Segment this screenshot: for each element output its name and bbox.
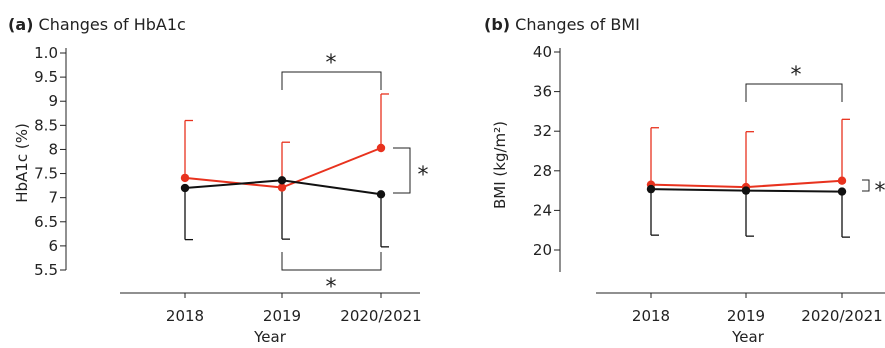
panel-b: (b) Changes of BMI BMI (kg/m²) Year 40 36… xyxy=(484,15,885,346)
panel-a-star-top: * xyxy=(326,51,337,76)
y-tick-label: 28 xyxy=(533,162,552,180)
y-tick-label: 6.5 xyxy=(34,213,58,231)
panel-b-ylabel: BMI (kg/m²) xyxy=(491,121,509,209)
panel-a-y-ticks: 1.0 9.5 9 8.5 8 7.5 7 6.5 6 5.5 xyxy=(34,44,66,279)
y-tick-label: 7.5 xyxy=(34,165,58,183)
data-point-series-2 xyxy=(646,184,656,194)
y-tick-label: 20 xyxy=(533,241,552,259)
y-tick-label: 5.5 xyxy=(34,261,58,279)
data-point-series-2 xyxy=(837,187,847,196)
y-tick-label: 8.5 xyxy=(34,116,58,134)
panel-b-letter: (b) xyxy=(484,15,510,34)
y-tick-label: 9.5 xyxy=(34,68,58,86)
panel-b-marks xyxy=(646,118,850,238)
x-tick-label: 2020/2021 xyxy=(340,307,421,325)
y-tick-label: 6 xyxy=(48,237,58,255)
x-tick-label: 2018 xyxy=(166,307,204,325)
data-point-series-1 xyxy=(277,183,287,192)
panel-b-title-text: Changes of BMI xyxy=(515,15,640,34)
y-tick-label: 8 xyxy=(48,140,58,158)
panel-a-marks xyxy=(180,93,389,248)
panel-a-star-bottom: * xyxy=(326,275,337,300)
y-tick-label: 24 xyxy=(533,201,552,219)
panel-b-xlabel: Year xyxy=(731,328,765,346)
panel-b-y-ticks: 40 36 32 28 24 20 xyxy=(533,43,560,259)
panel-a-title-text: Changes of HbA1c xyxy=(39,15,186,34)
y-tick-label: 1.0 xyxy=(34,44,58,62)
data-point-series-2 xyxy=(277,176,287,185)
panel-b-title: (b) Changes of BMI xyxy=(484,15,640,34)
data-point-series-1 xyxy=(837,176,847,185)
panel-b-star-right: * xyxy=(875,179,885,204)
panel-b-x-ticks: 2018 2019 2020/2021 xyxy=(632,293,883,325)
x-tick-label: 2018 xyxy=(632,307,670,325)
panel-b-star-top: * xyxy=(791,63,802,88)
panel-a-xlabel: Year xyxy=(253,328,287,346)
y-tick-label: 9 xyxy=(48,92,58,110)
y-tick-label: 36 xyxy=(533,83,552,101)
x-tick-label: 2020/2021 xyxy=(801,307,882,325)
data-point-series-1 xyxy=(180,173,190,183)
panel-b-bracket-right xyxy=(862,179,870,192)
panel-b-bracket-top xyxy=(745,83,843,102)
y-tick-label: 7 xyxy=(48,189,58,207)
panel-a: (a) Changes of HbA1c HbA1c (%) Year 1.0 9… xyxy=(8,15,429,346)
data-point-series-2 xyxy=(741,186,751,195)
panel-a-bracket-top xyxy=(281,71,382,90)
panel-a-star-right: * xyxy=(418,163,429,188)
x-tick-label: 2019 xyxy=(263,307,301,325)
panel-a-bracket-right xyxy=(393,147,411,194)
panel-a-bracket-bottom xyxy=(281,252,382,271)
data-point-series-2 xyxy=(180,183,190,193)
panel-a-letter: (a) xyxy=(8,15,33,34)
data-point-series-2 xyxy=(376,190,386,199)
y-tick-label: 32 xyxy=(533,122,552,140)
y-tick-label: 40 xyxy=(533,43,552,61)
data-point-series-1 xyxy=(376,143,386,153)
panel-a-title: (a) Changes of HbA1c xyxy=(8,15,186,34)
panel-a-x-ticks: 2018 2019 2020/2021 xyxy=(166,293,422,325)
panel-a-ylabel: HbA1c (%) xyxy=(13,123,31,203)
x-tick-label: 2019 xyxy=(727,307,765,325)
